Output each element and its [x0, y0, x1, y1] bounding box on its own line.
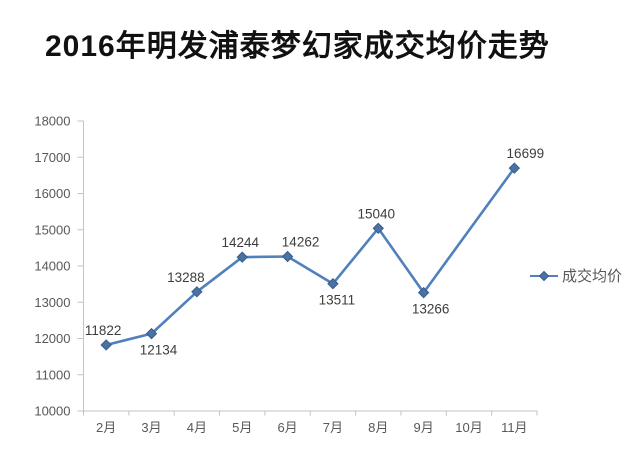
data-point-marker [417, 286, 430, 299]
x-tick-label: 4月 [187, 420, 207, 435]
data-point-label: 13511 [319, 293, 356, 308]
chart-title: 2016年明发浦泰梦幻家成交均价走势 [45, 30, 550, 63]
y-tick-label: 10000 [34, 404, 70, 419]
data-point-label: 14262 [282, 235, 320, 250]
y-tick-label: 11000 [35, 367, 70, 382]
series-marker-icon [530, 270, 558, 281]
y-tick-label: 18000 [34, 114, 70, 129]
x-tick-label: 2月 [96, 420, 116, 435]
y-tick-label: 16000 [34, 186, 70, 201]
x-tick-label: 8月 [368, 420, 388, 435]
y-tick-label: 15000 [34, 222, 70, 237]
x-tick-label: 7月 [323, 420, 343, 435]
data-point-label: 16699 [507, 146, 545, 161]
data-point-marker [191, 286, 203, 298]
data-point-marker [145, 327, 158, 340]
data-point-label: 11822 [85, 323, 122, 338]
data-point-label: 13266 [412, 302, 450, 317]
y-tick-label: 17000 [34, 150, 70, 165]
data-point-marker [508, 162, 521, 174]
y-tick-label: 13000 [34, 295, 70, 310]
data-point-label: 12134 [140, 343, 178, 358]
data-point-marker [100, 339, 112, 351]
price-line [105, 167, 516, 347]
legend: 成交均价 [529, 265, 622, 286]
x-tick-label: 6月 [277, 420, 297, 435]
data-point-marker [372, 222, 384, 235]
legend-label: 成交均价 [562, 268, 623, 285]
data-point-label: 14244 [221, 235, 259, 250]
x-tick-label: 9月 [414, 420, 434, 435]
data-point-label: 15040 [358, 206, 396, 221]
data-point-label: 13288 [167, 270, 205, 285]
x-tick-label: 11月 [501, 420, 528, 435]
y-tick-label: 14000 [34, 259, 70, 274]
y-tick-label: 12000 [34, 331, 70, 346]
x-tick-label: 3月 [141, 420, 161, 435]
data-point-marker [327, 278, 339, 290]
x-tick-label: 10月 [455, 420, 482, 435]
data-point-marker [281, 250, 294, 263]
data-point-marker [236, 251, 248, 263]
x-tick-label: 5月 [232, 420, 252, 435]
